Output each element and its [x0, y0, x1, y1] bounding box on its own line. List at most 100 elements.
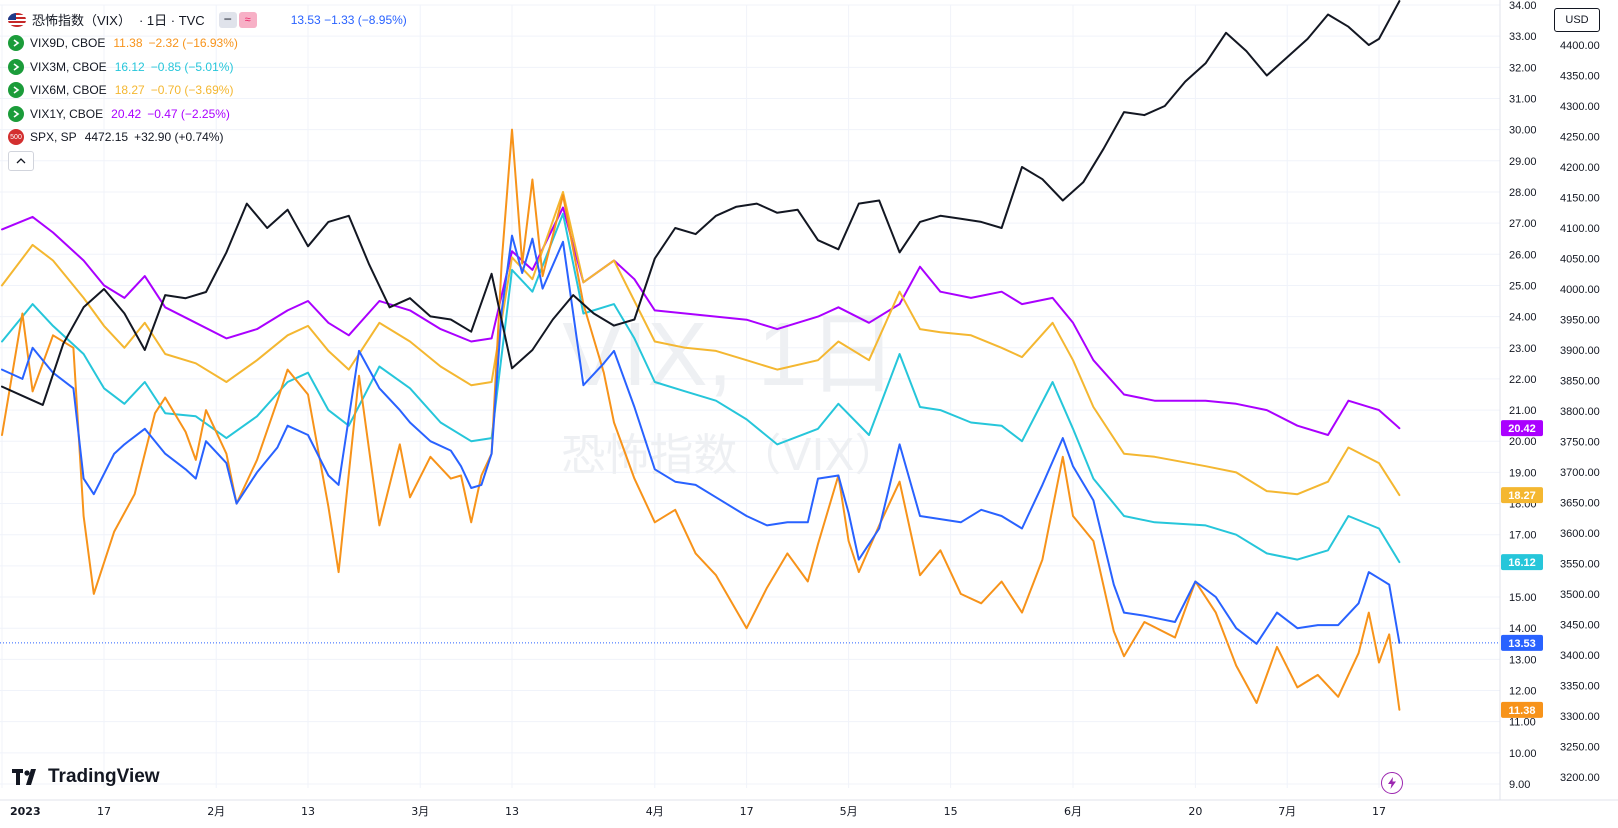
y2-tick-label: 4350.00 — [1560, 71, 1600, 83]
y-tick-label: 23.00 — [1509, 343, 1537, 355]
legend-row-4[interactable]: 500 SPX, SP 4472.15 +32.90 (+0.74%) — [8, 126, 407, 150]
y2-tick-label: 4050.00 — [1560, 254, 1600, 266]
green-arrow-icon — [8, 58, 24, 75]
y2-tick-label: 4400.00 — [1560, 40, 1600, 52]
last-value-text: 11.38 — [1509, 705, 1536, 717]
last-value-text: 18.27 — [1508, 490, 1536, 502]
y2-tick-label: 3750.00 — [1560, 437, 1600, 449]
series-group — [0, 0, 1500, 711]
legend-row-2[interactable]: VIX6M, CBOE 18.27 −0.70 (−3.69%) — [8, 79, 407, 103]
us-flag-icon — [8, 12, 26, 27]
tradingview-logo[interactable]: TradingView — [12, 766, 160, 788]
x-tick-label: 17 — [97, 805, 111, 818]
y2-tick-label: 4000.00 — [1560, 284, 1600, 296]
green-arrow-icon — [8, 82, 24, 99]
y-tick-label: 26.00 — [1509, 249, 1537, 261]
y2-tick-label: 4100.00 — [1560, 223, 1600, 235]
y2-tick-label: 3450.00 — [1560, 620, 1600, 632]
legend-value: 20.42 — [111, 106, 142, 121]
y-tick-label: 17.00 — [1509, 530, 1537, 542]
lightning-icon[interactable] — [1381, 772, 1403, 794]
green-arrow-icon — [8, 35, 24, 52]
y2-tick-label: 3500.00 — [1560, 589, 1600, 601]
legend-symbol: SPX, SP — [30, 130, 77, 145]
y-tick-label: 20.00 — [1509, 436, 1537, 448]
legend-main-row[interactable]: 恐怖指数（VIX） · 1日 · TVC ━ ≈ 13.53 −1.33 (−8… — [8, 8, 407, 32]
last-value-label — [1501, 554, 1543, 571]
y-tick-label: 11.00 — [1509, 717, 1536, 729]
legend-row-3[interactable]: VIX1Y, CBOE 20.42 −0.47 (−2.25%) — [8, 102, 407, 126]
x-tick-label: 5月 — [840, 805, 858, 818]
x-tick-label: 20 — [1188, 805, 1202, 818]
legend-symbol: VIX1Y, CBOE — [30, 106, 104, 121]
y-tick-label: 15.00 — [1509, 592, 1537, 604]
y2-tick-label: 3550.00 — [1560, 559, 1600, 571]
y2-tick-label: 3350.00 — [1560, 681, 1600, 693]
line-style-chip[interactable]: ━ — [218, 11, 237, 28]
x-tick-label: 7月 — [1278, 805, 1296, 818]
y2-tick-label: 3200.00 — [1560, 772, 1600, 784]
chevron-up-icon — [16, 158, 26, 164]
series-line-3 — [1, 128, 1401, 711]
y-tick-label: 19.00 — [1509, 467, 1537, 479]
legend-value: 16.12 — [114, 59, 145, 74]
y2-tick-label: 3900.00 — [1560, 345, 1600, 357]
y-tick-label: 12.00 — [1509, 686, 1537, 698]
currency-selector[interactable]: USD — [1554, 8, 1600, 32]
y2-tick-label: 3600.00 — [1560, 528, 1600, 540]
legend-row-1[interactable]: VIX3M, CBOE 16.12 −0.85 (−5.01%) — [8, 55, 407, 79]
y-tick-label: 30.00 — [1509, 125, 1537, 137]
y-tick-label: 14.00 — [1509, 623, 1537, 635]
last-value-text: 13.53 — [1508, 638, 1536, 650]
y-tick-label: 21.00 — [1509, 405, 1537, 417]
last-value-label — [1501, 634, 1543, 651]
x-tick-label: 13 — [505, 805, 519, 818]
last-value-text: 16.12 — [1508, 557, 1536, 569]
y2-tick-label: 3800.00 — [1560, 406, 1600, 418]
y2-tick-label: 4300.00 — [1560, 101, 1600, 113]
price-axis-panel[interactable] — [1500, 0, 1618, 828]
legend-row-0[interactable]: VIX9D, CBOE 11.38 −2.32 (−16.93%) — [8, 32, 407, 56]
legend-symbol: VIX3M, CBOE — [30, 59, 107, 74]
x-tick-label: 17 — [1372, 805, 1386, 818]
spx-500-icon: 500 — [8, 129, 24, 146]
y-tick-label: 28.00 — [1509, 187, 1537, 199]
legend-collapse-button[interactable] — [8, 151, 34, 171]
last-value-label — [1501, 701, 1543, 718]
y2-tick-label: 3250.00 — [1560, 742, 1600, 754]
compare-chip[interactable]: ≈ — [238, 11, 257, 28]
green-arrow-icon — [8, 105, 24, 122]
time-axis-panel[interactable] — [0, 800, 1618, 828]
y-tick-label: 32.00 — [1509, 62, 1537, 74]
series-line-1 — [1, 191, 1401, 497]
tradingview-logo-icon — [12, 769, 36, 785]
main-symbol-interval: · 1日 · TVC — [138, 13, 205, 29]
legend-symbol: VIX6M, CBOE — [30, 83, 107, 98]
y2-tick-label: 4200.00 — [1560, 162, 1600, 174]
y-tick-label: 34.00 — [1509, 0, 1537, 12]
y2-tick-label: 3300.00 — [1560, 711, 1600, 723]
y-tick-label: 25.00 — [1509, 280, 1537, 292]
legend-change: +32.90 (+0.74%) — [134, 130, 224, 145]
series-line-0 — [1, 206, 1401, 436]
x-tick-label: 13 — [301, 805, 315, 818]
x-tick-label: 3月 — [411, 805, 429, 818]
y2-tick-label: 4150.00 — [1560, 193, 1600, 205]
x-tick-label: 17 — [740, 805, 754, 818]
main-symbol-title: 恐怖指数（VIX） — [32, 13, 131, 29]
y2-tick-label: 3850.00 — [1560, 376, 1600, 388]
watermark-name: 恐怖指数（VIX） — [561, 430, 898, 481]
y2-tick-label: 4250.00 — [1560, 132, 1600, 144]
tradingview-logo-text: TradingView — [48, 766, 160, 787]
y2-tick-label: 3400.00 — [1560, 650, 1600, 662]
legend-change: −0.47 (−2.25%) — [147, 106, 230, 121]
y-tick-label: 10.00 — [1509, 748, 1537, 760]
last-value-text: 20.42 — [1508, 423, 1536, 435]
legend-symbol: VIX9D, CBOE — [30, 36, 106, 51]
y-tick-label: 33.00 — [1509, 31, 1537, 43]
y2-tick-label: 3700.00 — [1560, 467, 1600, 479]
series-line-4 — [1, 234, 1401, 645]
legend-change: −0.70 (−3.69%) — [150, 83, 234, 98]
legend-value: 4472.15 — [84, 130, 129, 145]
y-tick-label: 22.00 — [1509, 374, 1537, 386]
